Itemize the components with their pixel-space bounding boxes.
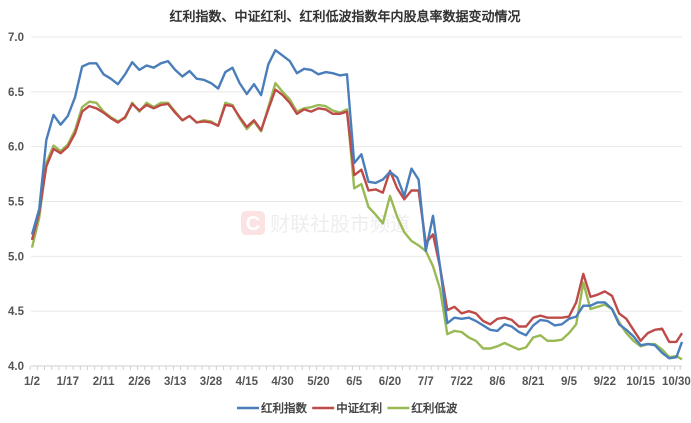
y-tick-label: 6.0	[8, 142, 24, 154]
x-tick-label: 6/20	[379, 376, 401, 388]
watermark-logo-glyph: C	[246, 213, 260, 235]
y-tick-label: 7.0	[8, 32, 24, 44]
x-tick-label: 1/17	[57, 376, 79, 388]
x-tick-label: 7/7	[418, 376, 434, 388]
x-tick-label: 9/22	[594, 376, 616, 388]
chart-title: 红利指数、中证红利、红利低波指数年内股息率数据变动情况	[169, 9, 520, 24]
x-tick-label: 4/30	[271, 376, 293, 388]
x-tick-label: 8/6	[489, 376, 505, 388]
watermark-logo-icon	[241, 211, 265, 235]
y-tick-label: 4.5	[8, 306, 25, 318]
x-tick-label: 7/22	[450, 376, 472, 388]
legend-label: 中证红利	[336, 401, 382, 415]
x-tick-label: 9/5	[561, 376, 578, 388]
x-tick-label: 6/5	[346, 376, 363, 388]
x-tick-label: 8/21	[522, 376, 545, 388]
x-tick-label: 1/2	[24, 376, 40, 388]
x-tick-label: 3/28	[200, 376, 223, 388]
y-tick-label: 5.5	[8, 197, 25, 209]
series-line-1	[30, 88, 684, 344]
y-tick-label: 5.0	[8, 251, 24, 263]
watermark-text: 财联社股市频道	[270, 213, 410, 236]
y-tick-label: 4.0	[8, 361, 24, 373]
series-line-0	[30, 49, 684, 360]
x-tick-label: 2/11	[93, 376, 115, 388]
x-tick-label: 5/20	[307, 376, 329, 388]
legend-label: 红利指数	[261, 401, 307, 415]
watermark-logo: C 财联社股市频道	[241, 211, 410, 236]
legend-label: 红利低波	[411, 401, 457, 415]
x-tick-label: 4/15	[236, 376, 259, 388]
x-tick-label: 3/13	[164, 376, 186, 388]
x-tick-label: 10/30	[662, 376, 691, 388]
y-tick-label: 6.5	[8, 87, 25, 99]
x-tick-label: 2/26	[128, 376, 150, 388]
x-tick-label: 10/15	[626, 376, 655, 388]
